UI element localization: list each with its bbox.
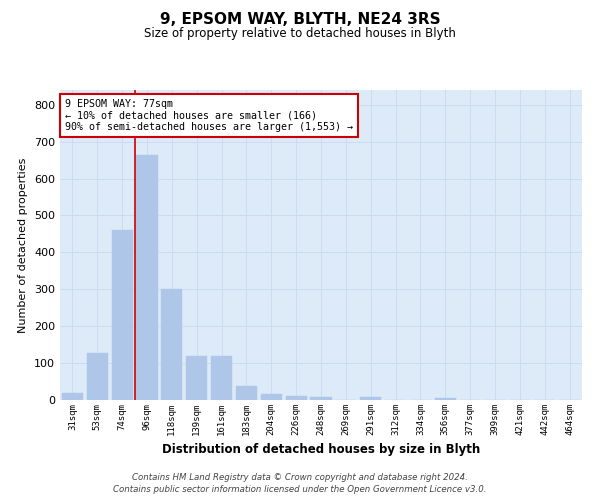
Bar	[87, 353, 108, 400]
Y-axis label: Number of detached properties: Number of detached properties	[19, 158, 28, 332]
Bar	[161, 290, 182, 400]
Bar	[286, 396, 307, 400]
Bar	[136, 154, 158, 400]
Bar	[112, 230, 133, 400]
Bar	[360, 397, 381, 400]
Text: Contains public sector information licensed under the Open Government Licence v3: Contains public sector information licen…	[113, 485, 487, 494]
Text: 9, EPSOM WAY, BLYTH, NE24 3RS: 9, EPSOM WAY, BLYTH, NE24 3RS	[160, 12, 440, 28]
Bar	[310, 397, 332, 400]
Bar	[62, 394, 83, 400]
Text: Distribution of detached houses by size in Blyth: Distribution of detached houses by size …	[162, 442, 480, 456]
Bar	[261, 394, 282, 400]
Text: 9 EPSOM WAY: 77sqm
← 10% of detached houses are smaller (166)
90% of semi-detach: 9 EPSOM WAY: 77sqm ← 10% of detached hou…	[65, 100, 353, 132]
Bar	[186, 356, 207, 400]
Bar	[435, 398, 456, 400]
Bar	[211, 356, 232, 400]
Bar	[236, 386, 257, 400]
Text: Contains HM Land Registry data © Crown copyright and database right 2024.: Contains HM Land Registry data © Crown c…	[132, 472, 468, 482]
Text: Size of property relative to detached houses in Blyth: Size of property relative to detached ho…	[144, 28, 456, 40]
